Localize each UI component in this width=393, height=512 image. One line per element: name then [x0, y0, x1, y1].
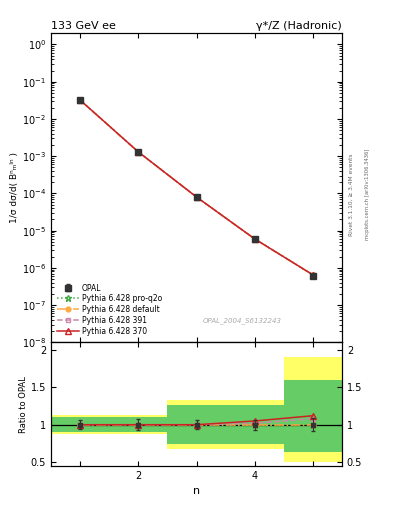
Pythia 6.428 default [194, 194, 199, 200]
Pythia 6.428 default [310, 272, 315, 278]
Text: mcplots.cern.ch [arXiv:1306.3436]: mcplots.cern.ch [arXiv:1306.3436] [365, 149, 370, 240]
Text: Rivet 3.1.10, ≥ 3.4M events: Rivet 3.1.10, ≥ 3.4M events [349, 153, 354, 236]
Pythia 6.428 370 [310, 272, 315, 278]
Legend: OPAL, Pythia 6.428 pro-q2o, Pythia 6.428 default, Pythia 6.428 391, Pythia 6.428: OPAL, Pythia 6.428 pro-q2o, Pythia 6.428… [55, 281, 164, 338]
X-axis label: n: n [193, 486, 200, 496]
Y-axis label: Ratio to OPAL: Ratio to OPAL [19, 376, 28, 433]
Pythia 6.428 370 [136, 149, 141, 155]
Pythia 6.428 370 [252, 236, 257, 242]
Pythia 6.428 pro-q2o [136, 149, 141, 155]
Y-axis label: 1/σ dσ/d( Bⁿₘᴵⁿ ): 1/σ dσ/d( Bⁿₘᴵⁿ ) [10, 152, 19, 223]
Pythia 6.428 default [252, 236, 257, 242]
Text: OPAL_2004_S6132243: OPAL_2004_S6132243 [202, 317, 281, 324]
Text: 133 GeV ee: 133 GeV ee [51, 21, 116, 31]
Pythia 6.428 pro-q2o [252, 236, 257, 242]
Pythia 6.428 391 [310, 272, 315, 278]
Pythia 6.428 default [78, 97, 83, 103]
Pythia 6.428 391 [136, 149, 141, 155]
Line: Pythia 6.428 370: Pythia 6.428 370 [77, 97, 316, 278]
Pythia 6.428 391 [78, 97, 83, 103]
Pythia 6.428 370 [78, 97, 83, 103]
Pythia 6.428 370 [194, 194, 199, 200]
Pythia 6.428 pro-q2o [194, 194, 199, 200]
Pythia 6.428 pro-q2o [310, 272, 315, 278]
Pythia 6.428 pro-q2o [78, 97, 83, 103]
Pythia 6.428 default [136, 149, 141, 155]
Pythia 6.428 391 [252, 236, 257, 242]
Line: Pythia 6.428 391: Pythia 6.428 391 [78, 98, 315, 278]
Line: Pythia 6.428 default: Pythia 6.428 default [78, 98, 315, 278]
Line: Pythia 6.428 pro-q2o: Pythia 6.428 pro-q2o [77, 97, 316, 279]
Pythia 6.428 391 [194, 194, 199, 200]
Text: γ*/Z (Hadronic): γ*/Z (Hadronic) [256, 21, 342, 31]
